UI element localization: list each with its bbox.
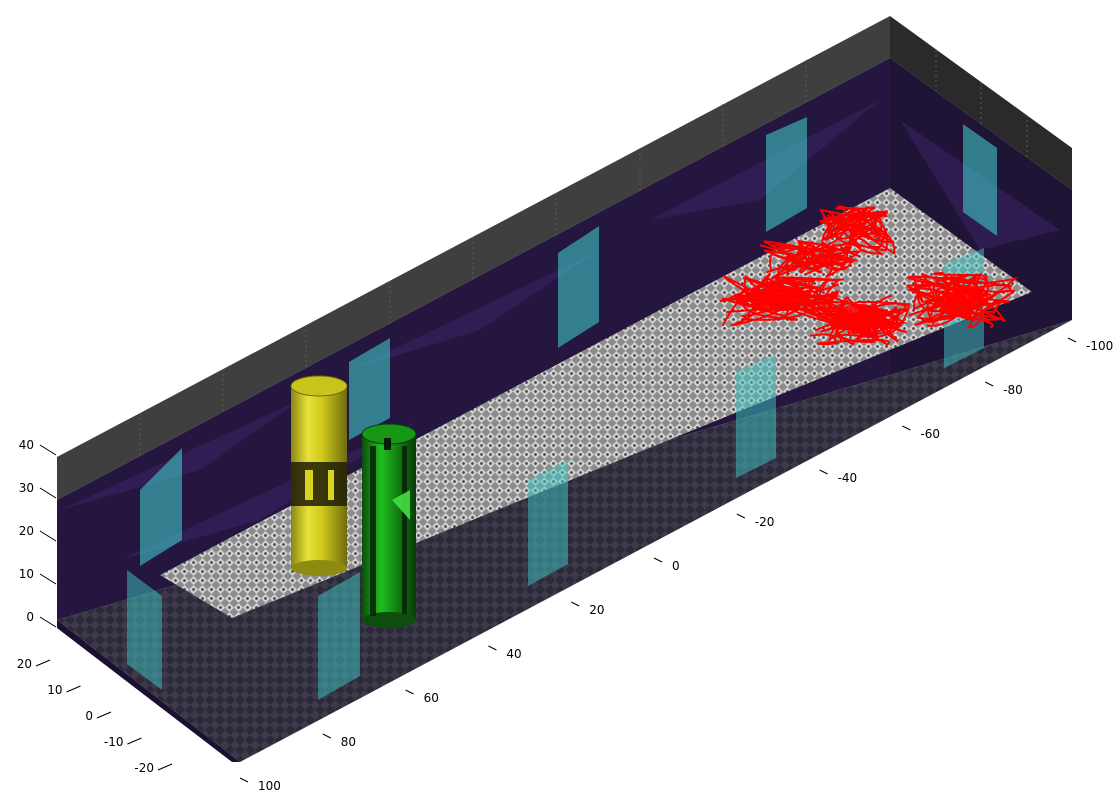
x-tick-label: -80 bbox=[1003, 383, 1023, 397]
z-tick-label-mark bbox=[39, 487, 57, 499]
x-tick-label-mark bbox=[239, 777, 249, 783]
window-back-3 bbox=[558, 226, 599, 348]
z-tick-label: 10 bbox=[19, 567, 34, 581]
x-tick-label-mark bbox=[819, 469, 828, 475]
window-front-3 bbox=[528, 460, 568, 586]
window-back-1 bbox=[140, 448, 182, 566]
y-tick-label: -10 bbox=[104, 735, 124, 749]
window-front-2 bbox=[318, 572, 360, 700]
y-tick-label-mark bbox=[96, 711, 112, 719]
window-right-1 bbox=[963, 124, 997, 236]
trajectory-cluster bbox=[834, 304, 886, 332]
z-tick-label-mark bbox=[39, 616, 57, 628]
x-tick-label: 80 bbox=[341, 735, 356, 749]
x-tick-label-mark bbox=[736, 513, 746, 519]
windows-back bbox=[140, 117, 997, 566]
window-front-4 bbox=[736, 354, 776, 478]
window-back-2 bbox=[349, 338, 390, 440]
x-tick-label-mark bbox=[902, 425, 911, 431]
y-tick-label: 0 bbox=[85, 709, 93, 723]
trajectory-cluster bbox=[947, 288, 983, 312]
trajectory-segment bbox=[766, 240, 853, 274]
x-tick-label: 20 bbox=[589, 603, 604, 617]
trajectory-segment bbox=[817, 300, 911, 346]
trajectory-segment bbox=[926, 271, 1019, 325]
trajectory-cluster bbox=[750, 288, 790, 312]
x-tick-label: -100 bbox=[1086, 339, 1113, 353]
z-tick-label: 0 bbox=[26, 610, 34, 624]
x-tick-label: 100 bbox=[258, 779, 281, 793]
x-tick-label-mark bbox=[322, 733, 332, 739]
trajectory-segment bbox=[821, 209, 888, 249]
x-tick-label-mark bbox=[1067, 337, 1077, 343]
cylinder-green bbox=[361, 423, 417, 628]
z-tick-label-mark bbox=[39, 530, 57, 542]
y-tick-label: 10 bbox=[47, 683, 62, 697]
x-tick-label-mark bbox=[570, 601, 580, 607]
window-front-1 bbox=[127, 570, 162, 690]
x-tick-label: 60 bbox=[424, 691, 439, 705]
window-back-4 bbox=[766, 117, 807, 232]
x-tick-label: 40 bbox=[506, 647, 521, 661]
cylinder-yellow bbox=[290, 375, 348, 576]
windows-front bbox=[127, 248, 984, 700]
trajectory-red bbox=[719, 205, 1019, 347]
x-tick-label-mark bbox=[488, 645, 497, 651]
trajectory-segment bbox=[776, 240, 846, 281]
y-tick-label-mark bbox=[157, 763, 173, 771]
ceiling-gridlines bbox=[139, 50, 1028, 456]
x-tick-label-mark bbox=[405, 689, 414, 695]
z-tick-label: 30 bbox=[19, 481, 34, 495]
y-tick-label-mark bbox=[35, 659, 51, 667]
x-tick-label: -40 bbox=[838, 471, 858, 485]
trajectory-segment bbox=[906, 276, 1010, 327]
z-tick-label-mark bbox=[39, 573, 57, 585]
y-tick-label: -20 bbox=[134, 761, 154, 775]
trajectory-segment bbox=[763, 239, 859, 270]
back-wall bbox=[57, 58, 890, 620]
y-tick-label-mark bbox=[127, 737, 142, 745]
floor-front-edge bbox=[57, 620, 240, 762]
z-tick-label-mark bbox=[39, 444, 57, 456]
y-tick-label-mark bbox=[66, 685, 81, 693]
x-tick-label-mark bbox=[653, 557, 663, 563]
z-tick-label: 40 bbox=[19, 438, 34, 452]
axis-ticks: -100-80-60-40-20020406080100-20-10010200… bbox=[17, 337, 1113, 793]
z-tick-label: 20 bbox=[19, 524, 34, 538]
x-tick-label: -20 bbox=[755, 515, 775, 529]
x-tick-label: 0 bbox=[672, 559, 680, 573]
y-tick-label: 20 bbox=[17, 657, 32, 671]
x-tick-label: -60 bbox=[920, 427, 940, 441]
x-tick-label-mark bbox=[984, 381, 994, 387]
